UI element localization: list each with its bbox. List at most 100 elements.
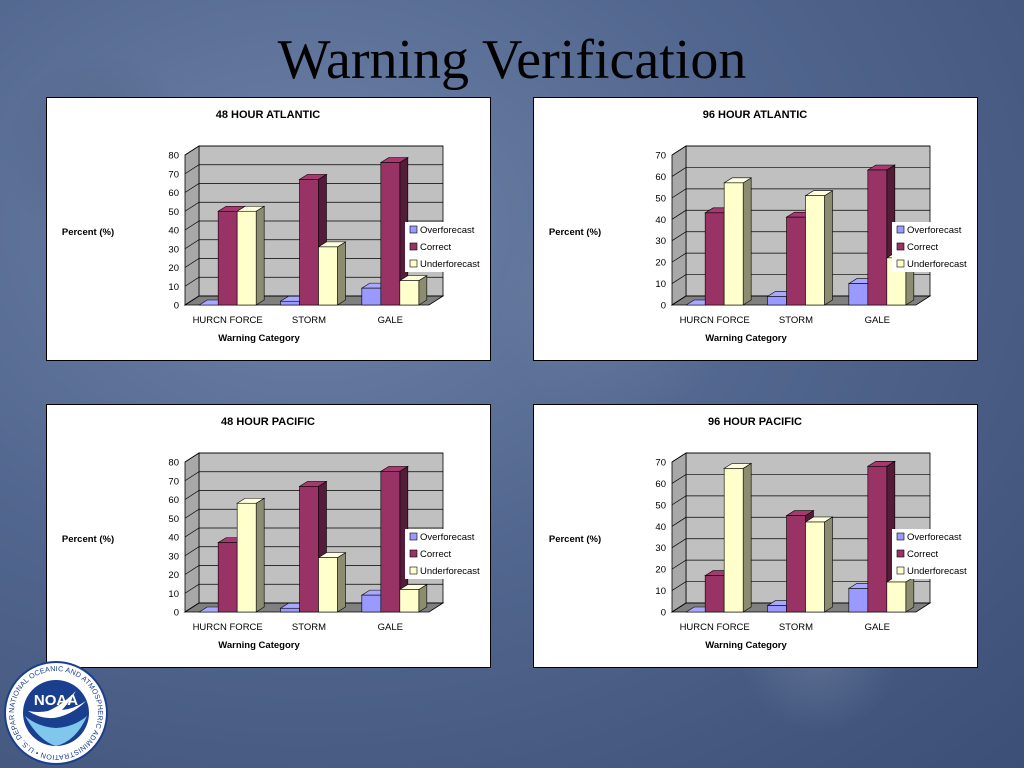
gridline xyxy=(184,546,443,557)
gridline xyxy=(671,209,930,220)
y-axis-label: Percent (%) xyxy=(549,534,601,545)
gridline xyxy=(671,167,930,177)
legend: Overforecast Correct Underforecast xyxy=(892,529,976,579)
gridline xyxy=(671,452,930,463)
x-axis-label: Warning Category xyxy=(705,640,787,651)
chart-title: 96 HOUR PACIFIC xyxy=(708,416,802,428)
legend-swatch-overforecast xyxy=(409,225,418,234)
bar-front xyxy=(299,486,319,613)
legend-swatch-underforecast xyxy=(409,259,418,268)
bar-side xyxy=(337,552,346,613)
bar-front xyxy=(886,581,907,613)
bar-front xyxy=(867,169,888,306)
x-tick-label: HURCN FORCE xyxy=(193,315,263,326)
y-tick-label: 10 xyxy=(655,279,666,290)
y-tick-label: 20 xyxy=(655,258,666,269)
bar-front xyxy=(704,212,725,306)
gridline xyxy=(184,583,443,594)
legend-swatch-underforecast xyxy=(896,566,905,575)
legend-swatch-correct xyxy=(896,549,905,558)
chart-96-hour-pacific: 96 HOUR PACIFIC 0 10 20 30 40 50 60 70 HURCN FORC… xyxy=(533,404,978,668)
legend-label-underforecast: Underforecast xyxy=(420,259,480,270)
y-tick-label: 40 xyxy=(655,522,666,533)
chart-svg: 96 HOUR PACIFIC 0 10 20 30 40 50 60 70 HURCN FORC… xyxy=(549,416,976,651)
bar-gale-correct xyxy=(866,460,896,613)
bar-hurcn-force-underforecast xyxy=(236,497,266,613)
y-tick-label: 20 xyxy=(168,570,179,581)
gridline xyxy=(184,164,443,175)
gridline xyxy=(671,188,930,199)
chart-title: 48 HOUR PACIFIC xyxy=(221,416,315,428)
bar-front xyxy=(299,179,319,306)
legend-box xyxy=(405,529,489,579)
chart-title: 96 HOUR ATLANTIC xyxy=(703,109,808,121)
legend-box xyxy=(892,529,976,579)
y-tick-label: 30 xyxy=(655,236,666,247)
gridline xyxy=(671,495,930,506)
gridline xyxy=(671,538,930,549)
gridline xyxy=(671,145,930,156)
bar-front xyxy=(848,588,869,613)
y-tick-label: 70 xyxy=(655,458,666,469)
gridline xyxy=(184,201,443,212)
y-tick-label: 60 xyxy=(655,479,666,490)
gridline xyxy=(671,231,930,242)
gridline xyxy=(184,490,443,500)
x-tick-label: STORM xyxy=(779,315,813,326)
side-wall xyxy=(671,145,687,306)
legend-label-overforecast: Overforecast xyxy=(907,532,962,543)
bar-front xyxy=(805,521,825,613)
bar-hurcn-force-underforecast xyxy=(723,177,753,306)
slide-title: Warning Verification xyxy=(277,29,747,91)
bar-front xyxy=(723,468,744,613)
y-tick-label: 60 xyxy=(655,172,666,183)
bar-front xyxy=(704,575,725,613)
legend-swatch-overforecast xyxy=(409,532,418,541)
bar-front xyxy=(767,296,787,306)
bar-hurcn-force-underforecast xyxy=(236,205,266,306)
y-tick-label: 0 xyxy=(174,608,179,619)
bar-front xyxy=(280,607,300,613)
y-tick-label: 50 xyxy=(168,207,179,218)
gridline xyxy=(671,559,930,570)
y-tick-label: 30 xyxy=(168,244,179,255)
bar-gale-underforecast xyxy=(398,275,428,306)
x-axis-label: Warning Category xyxy=(705,333,787,344)
bar-front xyxy=(805,195,825,306)
y-tick-label: 50 xyxy=(168,514,179,525)
legend-swatch-overforecast xyxy=(896,225,905,234)
chart-48-hour-pacific: 48 HOUR PACIFIC 0 10 20 30 40 50 60 70 80 HURCN FO… xyxy=(46,404,491,668)
y-tick-label: 0 xyxy=(661,301,666,312)
legend-label-correct: Correct xyxy=(420,549,452,560)
y-tick-label: 30 xyxy=(655,543,666,554)
bar-gale-underforecast xyxy=(885,576,915,613)
gridline xyxy=(184,565,443,575)
chart-48-hour-atlantic: 48 HOUR ATLANTIC 0 10 20 30 40 50 60 70 80 HURCN F… xyxy=(46,97,491,361)
bar-front xyxy=(380,162,401,306)
bar-front xyxy=(399,589,420,613)
legend-label-underforecast: Underforecast xyxy=(907,566,967,577)
bar-gale-underforecast xyxy=(398,583,428,613)
y-tick-label: 0 xyxy=(661,608,666,619)
legend: Overforecast Correct Underforecast xyxy=(405,529,489,579)
x-tick-label: HURCN FORCE xyxy=(680,622,750,633)
y-tick-label: 70 xyxy=(168,476,179,487)
gridline xyxy=(184,471,443,482)
x-tick-label: STORM xyxy=(292,622,326,633)
legend-label-overforecast: Overforecast xyxy=(420,532,475,543)
y-tick-label: 40 xyxy=(168,533,179,544)
legend: Overforecast Correct Underforecast xyxy=(405,222,489,272)
x-tick-label: STORM xyxy=(779,622,813,633)
legend-swatch-correct xyxy=(409,549,418,558)
bar-front xyxy=(767,605,787,613)
y-tick-label: 80 xyxy=(168,458,179,469)
gridline xyxy=(184,258,443,268)
bar-side xyxy=(905,576,915,613)
y-tick-label: 10 xyxy=(168,589,179,600)
bar-side xyxy=(337,241,346,306)
y-axis-label: Percent (%) xyxy=(549,227,601,238)
chart-title: 48 HOUR ATLANTIC xyxy=(216,109,321,121)
y-tick-label: 40 xyxy=(655,215,666,226)
y-tick-label: 10 xyxy=(655,586,666,597)
bar-storm-underforecast xyxy=(317,241,347,306)
